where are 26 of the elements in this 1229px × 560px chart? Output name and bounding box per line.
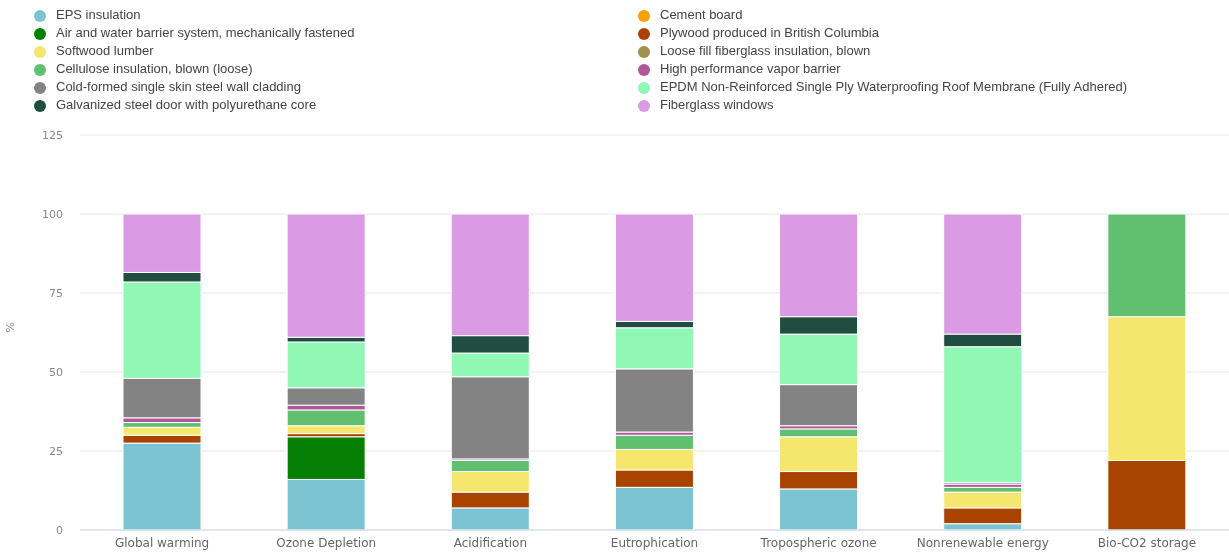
legend-label: Air and water barrier system, mechanically fastened [56,25,355,40]
y-tick-label: 125 [42,128,63,142]
y-tick-label: 100 [42,207,63,221]
x-tick-label: Bio-CO2 storage [1097,535,1197,550]
x-tick-label: Tropospheric ozone [759,535,877,550]
legend-label: EPS insulation [56,7,141,22]
legend-label: Plywood produced in British Columbia [660,25,879,40]
x-tick-label: Nonrenewable energy [916,535,1049,550]
legend-label: Galvanized steel door with polyurethane core [56,97,317,112]
legend-label: Cold-formed single skin steel wall cladding [56,79,301,94]
legend-label: Cement board [660,7,743,22]
legend-label: High performance vapor barrier [660,61,841,76]
legend-label: Loose fill fiberglass insulation, blown [660,43,871,58]
x-tick-label: Global warming [114,535,210,550]
x-tick-label: Ozone Depletion [276,535,377,550]
legend-label: Softwood lumber [56,43,154,58]
legend-label: EPDM Non-Reinforced Single Ply Waterproofing Roof Membrane (Fully Adhered) [660,79,1127,94]
x-tick-label: Eutrophication [610,535,699,550]
y-axis-title: % [3,322,17,333]
y-tick-label: 75 [49,286,63,300]
legend-label: Cellulose insulation, blown (loose) [56,61,253,76]
y-tick-label: 25 [49,444,63,458]
x-tick-label: Acidification [453,535,528,550]
y-tick-label: 50 [49,365,63,379]
legend-label: Fiberglass windows [660,97,774,112]
y-tick-label: 0 [56,523,63,537]
